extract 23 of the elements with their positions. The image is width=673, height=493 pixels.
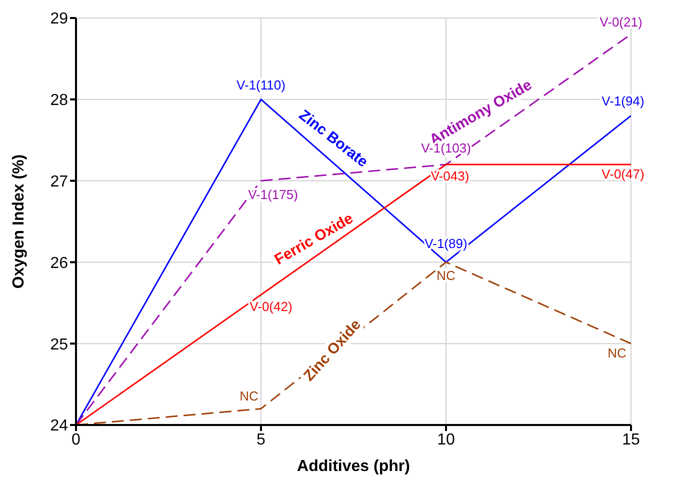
x-tick-label: 15 (622, 431, 640, 448)
data-label: V-1(94) (602, 94, 644, 109)
y-tick-label: 27 (50, 173, 68, 190)
data-label: V-0(47) (602, 166, 644, 182)
y-tick-label: 29 (50, 10, 68, 28)
data-label: V-0(21) (600, 14, 642, 30)
y-tick-label: 24 (50, 418, 68, 435)
data-label: V-1(175) (248, 186, 298, 202)
data-label: V-043) (430, 168, 470, 184)
data-label: V-1(110) (236, 77, 286, 92)
data-label: V-0(42) (250, 298, 292, 314)
y-tick-label: 25 (50, 336, 68, 354)
data-label: V-1(89) (424, 236, 468, 252)
x-tick-label: 0 (72, 431, 81, 448)
x-tick-label: 10 (437, 431, 455, 448)
y-tick-label: 28 (50, 92, 68, 110)
data-label: NC (240, 388, 258, 404)
x-tick-label: 5 (256, 431, 266, 448)
y-axis-title: Oxygen Index (%) (10, 154, 28, 289)
data-label: NC (608, 346, 626, 361)
y-tick-label: 26 (50, 254, 68, 272)
data-label: NC (436, 268, 456, 284)
x-axis-title: Additives (phr) (297, 458, 410, 475)
